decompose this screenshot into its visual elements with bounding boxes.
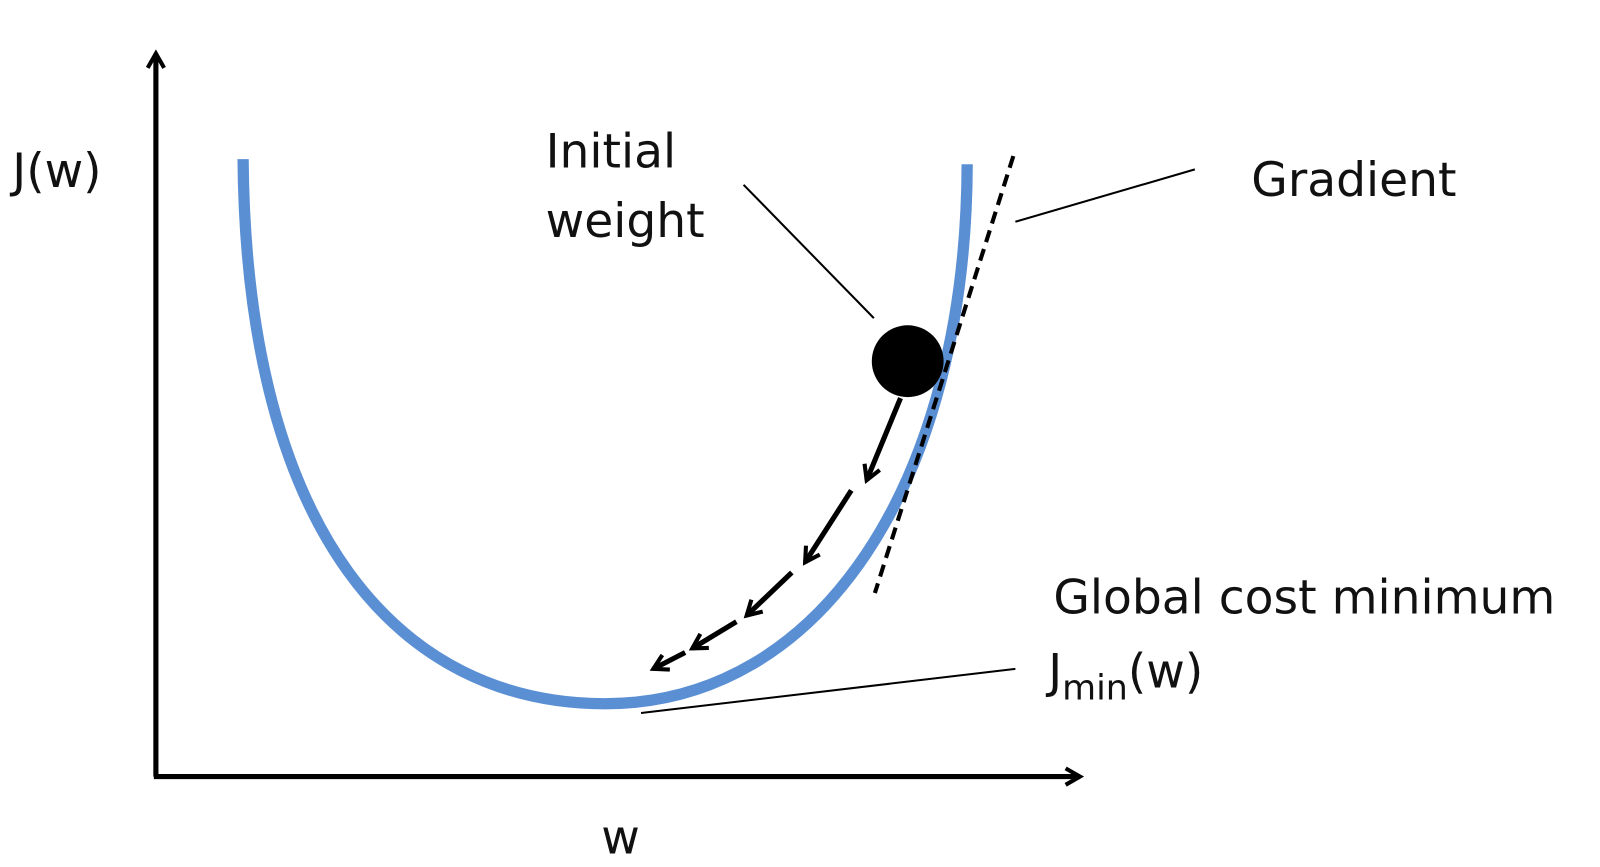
- symbol-subscript: min: [1062, 669, 1128, 709]
- global-minimum-label: Global cost minimum: [1053, 571, 1555, 626]
- symbol-suffix: (w): [1128, 644, 1203, 699]
- x-axis-label: w: [601, 811, 640, 866]
- step-arrow: [743, 570, 794, 619]
- initial-weight-label: weight: [546, 194, 705, 249]
- minimum-symbol: Jmin(w): [1045, 644, 1203, 708]
- initial-weight-label: Initial: [546, 124, 676, 179]
- leader-line: [1015, 168, 1196, 223]
- step-arrow: [802, 489, 854, 566]
- leader-line: [640, 667, 1016, 715]
- step-arrow: [649, 650, 687, 672]
- step-arrow: [862, 397, 903, 484]
- step-arrow: [688, 619, 738, 651]
- gradient-label: Gradient: [1251, 153, 1456, 208]
- y-axis-label: J(w): [9, 144, 101, 199]
- gradient-tangent: [872, 155, 1016, 594]
- symbol-base: J: [1045, 644, 1062, 699]
- descent-steps: [649, 397, 903, 672]
- leader-line: [742, 184, 875, 319]
- initial-weight-ball: [871, 325, 944, 398]
